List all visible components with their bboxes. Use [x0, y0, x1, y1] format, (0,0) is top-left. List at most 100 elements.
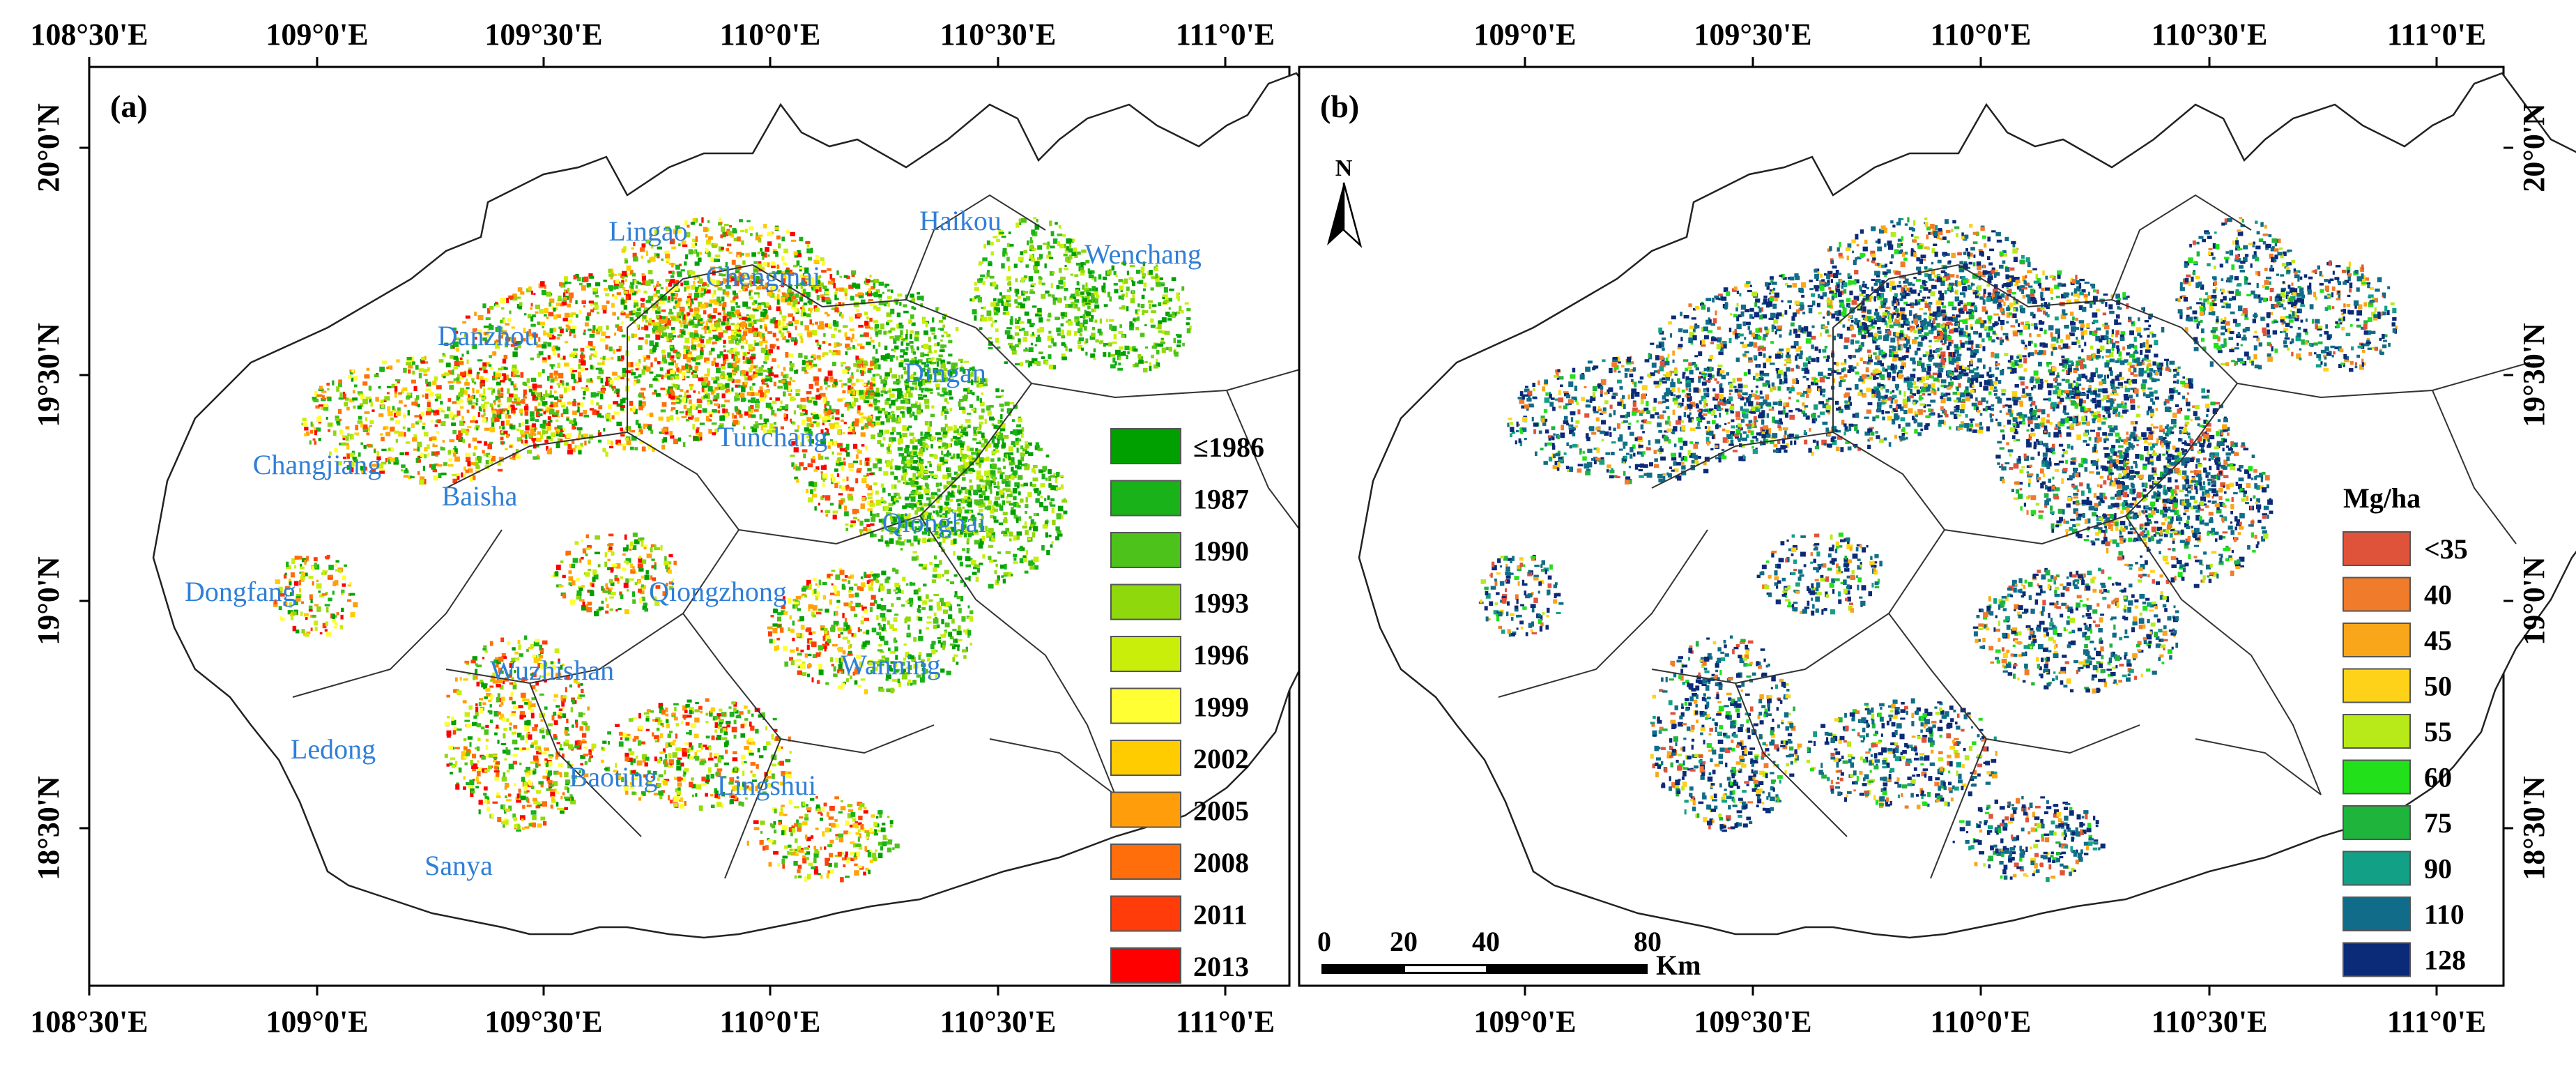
- left-tick-label: 20°0'N: [31, 103, 66, 192]
- county-label: Changjiang: [253, 449, 381, 480]
- legend-swatch: [2343, 623, 2411, 657]
- top-tick-label: 111°0'E: [1176, 17, 1275, 52]
- county-label: Baisha: [442, 480, 518, 512]
- top-tick-label: 110°30'E: [940, 17, 1057, 52]
- panel-a-county-labels: Lingao Haikou Wenchang Chengmai Danzhou Dinga…: [185, 205, 1202, 881]
- legend-swatch: [2343, 897, 2411, 931]
- legend-label: 55: [2424, 716, 2452, 747]
- top-tick-label: 110°0'E: [1931, 17, 2032, 52]
- bottom-tick-label: 110°30'E: [2152, 1005, 2268, 1039]
- top-tick-label: 109°30'E: [1694, 17, 1811, 52]
- legend-swatch: [1110, 895, 1181, 932]
- bottom-tick-label: 110°30'E: [940, 1005, 1057, 1039]
- legend-label: 1990: [1193, 535, 1249, 567]
- county-label: Ledong: [291, 733, 376, 765]
- legend-label: 2013: [1193, 951, 1249, 982]
- legend-label: 60: [2424, 762, 2452, 793]
- legend-swatch: [1110, 428, 1181, 464]
- county-label: Haikou: [919, 205, 1002, 236]
- legend-label: 50: [2424, 671, 2452, 702]
- bottom-tick-label: 109°0'E: [266, 1005, 368, 1039]
- legend-swatch: [2343, 577, 2411, 612]
- county-label: Tunchang: [717, 421, 828, 452]
- legend-swatch: [1110, 740, 1181, 776]
- panel-a-ticks: 108°30'E 109°0'E 109°30'E 110°0'E 110°30'E 11…: [30, 17, 1275, 1039]
- legend-label: 75: [2424, 807, 2452, 839]
- county-label: Qionghai: [882, 507, 986, 538]
- panel-b-county-boundaries: [1498, 194, 2531, 879]
- legend-label: 2005: [1193, 795, 1249, 827]
- right-tick-label: 19°30'N: [2517, 323, 2551, 427]
- bottom-tick-label: 110°0'E: [720, 1005, 821, 1039]
- legend-label: 1999: [1193, 692, 1249, 723]
- bottom-tick-label: 111°0'E: [2387, 1005, 2486, 1039]
- legend-label: ≤1986: [1193, 432, 1264, 463]
- county-label: Qiongzhong: [649, 576, 787, 607]
- top-tick-label: 108°30'E: [30, 17, 148, 52]
- top-tick-label: 111°0'E: [2387, 17, 2486, 52]
- legend-label: 1993: [1193, 588, 1249, 619]
- legend-swatch: [2343, 668, 2411, 703]
- scale-label: 80: [1634, 926, 1662, 957]
- north-arrow-icon: N: [1327, 155, 1363, 248]
- legend-label: 1996: [1193, 639, 1249, 671]
- legend-swatch: [1110, 636, 1181, 672]
- county-label: Lingao: [608, 215, 687, 247]
- left-tick-label: 18°30'N: [31, 776, 66, 880]
- legend-swatch: [1110, 480, 1181, 517]
- county-label: Dongfang: [185, 576, 296, 607]
- top-tick-label: 110°30'E: [2152, 17, 2268, 52]
- legend-swatch: [1110, 687, 1181, 724]
- panel-b-map: [1358, 72, 2576, 939]
- panel-b-label: (b): [1320, 89, 1359, 124]
- county-label: Baoting: [569, 761, 658, 793]
- panel-a-legend: ≤1986 1987 1990 1993 1996 1999 2002 2005 2008 201…: [1110, 428, 1264, 984]
- legend-swatch: [2343, 942, 2411, 977]
- top-tick-label: 109°0'E: [1473, 17, 1576, 52]
- legend-label: 1987: [1193, 484, 1249, 515]
- legend-swatch: [1110, 791, 1181, 828]
- scale-label: 20: [1390, 926, 1418, 957]
- county-label: Chengmai: [706, 261, 820, 292]
- bottom-tick-label: 109°0'E: [1473, 1005, 1576, 1039]
- panel-a-map: Lingao Haikou Wenchang Chengmai Danzhou Dinga…: [152, 72, 1521, 939]
- legend-label: 90: [2424, 853, 2452, 885]
- legend-label: 45: [2424, 625, 2452, 656]
- panel-a-county-boundaries: [292, 194, 1325, 879]
- top-tick-label: 109°30'E: [484, 17, 602, 52]
- bottom-tick-label: 111°0'E: [1176, 1005, 1275, 1039]
- right-tick-label: 19°0'N: [2517, 556, 2551, 646]
- left-tick-label: 19°0'N: [31, 556, 66, 646]
- legend-swatch: [2343, 850, 2411, 886]
- county-label: Sanya: [424, 850, 493, 881]
- scale-unit: Km: [1656, 949, 1701, 981]
- bottom-tick-label: 108°30'E: [30, 1005, 148, 1039]
- bottom-tick-label: 110°0'E: [1931, 1005, 2032, 1039]
- legend-title: Mg/ha: [2343, 482, 2421, 514]
- legend-label: 2002: [1193, 743, 1249, 775]
- legend-swatch: [1110, 532, 1181, 568]
- legend-label: 2011: [1193, 899, 1248, 931]
- legend-swatch: [1110, 947, 1181, 984]
- county-label: Danzhou: [438, 320, 538, 351]
- legend-swatch: [2343, 759, 2411, 795]
- county-label: Lingshui: [717, 770, 816, 801]
- legend-swatch: [2343, 805, 2411, 840]
- right-tick-label: 18°30'N: [2517, 776, 2551, 880]
- legend-swatch: [1110, 583, 1181, 620]
- scale-label: 40: [1472, 926, 1500, 957]
- county-label: Dingan: [904, 357, 986, 388]
- panel-b-ticks: 109°0'E 109°30'E 110°0'E 110°30'E 111°0'E 109…: [1473, 17, 2551, 1039]
- legend-swatch: [1110, 844, 1181, 880]
- right-tick-label: 20°0'N: [2517, 103, 2551, 192]
- legend-label: <35: [2424, 533, 2468, 565]
- panel-a-label: (a): [110, 89, 148, 124]
- bottom-tick-label: 109°30'E: [484, 1005, 602, 1039]
- bottom-tick-label: 109°30'E: [1694, 1005, 1811, 1039]
- legend-label: 40: [2424, 579, 2452, 611]
- county-label: Wuzhishan: [490, 655, 614, 686]
- county-label: Wanning: [841, 649, 940, 680]
- scale-label: 0: [1317, 926, 1331, 957]
